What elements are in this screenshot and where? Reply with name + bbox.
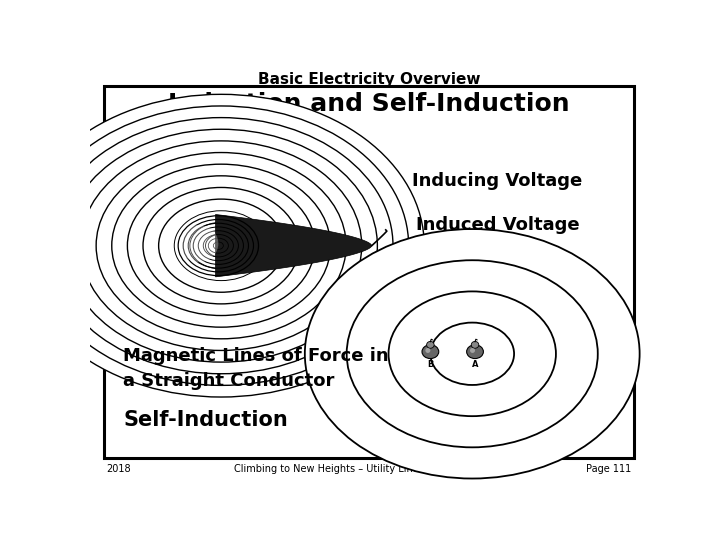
Ellipse shape — [49, 118, 393, 374]
Ellipse shape — [205, 234, 237, 258]
Polygon shape — [215, 214, 372, 277]
Ellipse shape — [96, 152, 346, 339]
Ellipse shape — [472, 341, 479, 348]
Ellipse shape — [305, 229, 639, 478]
Ellipse shape — [347, 260, 598, 447]
Ellipse shape — [112, 164, 330, 327]
Text: Basic Electricity Overview: Basic Electricity Overview — [258, 72, 480, 87]
Text: 2018: 2018 — [107, 464, 131, 474]
Ellipse shape — [190, 222, 253, 269]
Text: Induced Voltage: Induced Voltage — [415, 216, 579, 234]
Ellipse shape — [470, 348, 475, 353]
Text: Inducing Voltage: Inducing Voltage — [413, 172, 582, 190]
Ellipse shape — [158, 199, 284, 292]
Text: Self-Induction: Self-Induction — [124, 410, 288, 430]
Ellipse shape — [422, 345, 438, 359]
FancyBboxPatch shape — [104, 85, 634, 458]
Text: A: A — [472, 360, 478, 369]
Ellipse shape — [389, 292, 556, 416]
Text: Climbing to New Heights – Utility Lineworker Education: Climbing to New Heights – Utility Linewo… — [234, 464, 504, 474]
Text: Page 111: Page 111 — [586, 464, 631, 474]
Ellipse shape — [34, 106, 409, 386]
Ellipse shape — [426, 348, 431, 353]
Ellipse shape — [127, 176, 315, 315]
Ellipse shape — [81, 141, 361, 350]
Ellipse shape — [427, 341, 434, 348]
Ellipse shape — [65, 129, 377, 362]
Text: B: B — [427, 360, 433, 369]
Ellipse shape — [467, 345, 483, 359]
Text: Induction and Self-Induction: Induction and Self-Induction — [168, 92, 570, 116]
Ellipse shape — [174, 211, 268, 281]
Ellipse shape — [143, 187, 300, 304]
Text: Magnetic Lines of Force in
a Straight Conductor: Magnetic Lines of Force in a Straight Co… — [124, 347, 389, 390]
Ellipse shape — [179, 225, 218, 262]
Ellipse shape — [18, 94, 424, 397]
Ellipse shape — [431, 322, 514, 385]
